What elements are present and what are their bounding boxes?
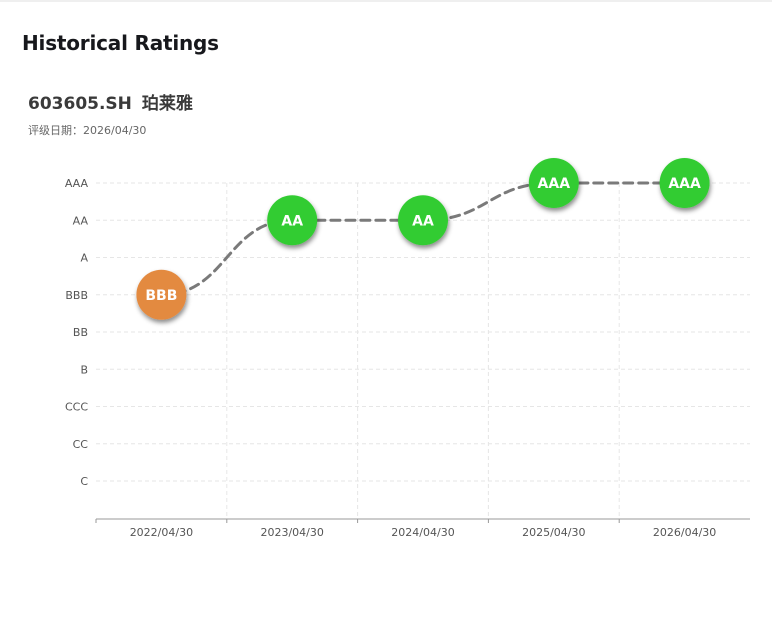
x-axis — [95, 518, 750, 523]
y-tick-label: B — [80, 363, 88, 376]
rating-marker: AA — [267, 195, 318, 246]
rating-marker-circle — [267, 195, 318, 246]
company-name: 珀莱雅 — [141, 94, 193, 114]
y-tick-label: BB — [73, 326, 88, 339]
rating-marker-label: AA — [412, 213, 434, 229]
rating-date: 评级日期：2026/04/30 — [28, 122, 193, 138]
x-tick-label: 2026/04/30 — [653, 526, 716, 539]
rating-marker: AA — [398, 195, 448, 246]
x-tick-label: 2023/04/30 — [260, 526, 323, 539]
x-tick-label: 2024/04/30 — [391, 526, 454, 539]
y-tick-label: BBB — [65, 289, 88, 302]
rating-date-value: 2026/04/30 — [83, 124, 147, 137]
rating-marker-circle — [136, 269, 187, 320]
y-tick-label: CCC — [65, 401, 88, 414]
rating-marker-circle — [528, 158, 579, 208]
x-tick-label: 2025/04/30 — [522, 526, 585, 539]
page-title: Historical Ratings — [22, 31, 219, 55]
rating-marker-circle — [398, 195, 448, 246]
top-divider — [0, 0, 772, 2]
rating-marker-label: AA — [281, 213, 303, 229]
grid — [96, 182, 750, 519]
y-tick-label: A — [80, 252, 88, 265]
y-tick-label: CC — [73, 438, 89, 451]
rating-marker: AAA — [528, 158, 579, 208]
rating-marker-label: AAA — [668, 176, 701, 192]
chart-header: 603605.SH 珀莱雅 评级日期：2026/04/30 — [28, 89, 193, 138]
rating-marker: AAA — [659, 158, 710, 208]
rating-date-label: 评级日期 — [28, 124, 72, 137]
x-axis-labels: 2022/04/30 2023/04/30 2024/04/30 2025/04/30… — [130, 526, 717, 539]
stock-code: 603605.SH — [28, 94, 132, 114]
rating-marker-label: BBB — [145, 288, 177, 304]
rating-marker: BBB — [136, 269, 187, 320]
rating-marker-label: AAA — [538, 176, 571, 192]
x-tick-label: 2022/04/30 — [130, 526, 193, 539]
rating-marker-circle — [659, 158, 710, 208]
y-tick-label: AA — [73, 214, 89, 227]
stock-heading: 603605.SH 珀莱雅 — [28, 89, 193, 114]
y-tick-label: C — [80, 475, 88, 488]
y-tick-label: AAA — [65, 177, 89, 190]
rating-date-separator: ： — [72, 124, 83, 137]
